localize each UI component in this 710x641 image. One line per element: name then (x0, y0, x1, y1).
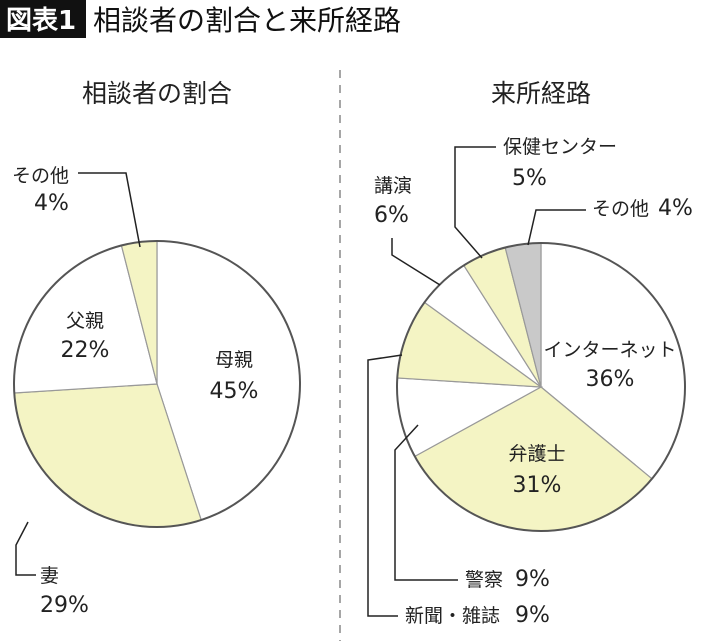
label-internet: インターネット (543, 339, 676, 361)
value-mother: 45% (210, 379, 259, 404)
leader-line-wife (15, 521, 36, 576)
value-internet: 36% (586, 367, 635, 392)
leader-line-police (394, 424, 458, 581)
label-newspaper: 新聞・雑誌 (405, 605, 500, 627)
left-chart-title: 相談者の割合 (82, 79, 232, 108)
value-wife: 29% (40, 593, 89, 618)
label-lecture: 講演 (374, 175, 412, 197)
label-left-other: その他 (12, 165, 69, 187)
value-police: 9% (515, 567, 550, 592)
right-chart-title: 来所経路 (491, 79, 591, 108)
pie-outline (396, 242, 686, 532)
left-pie (13, 240, 301, 528)
label-police: 警察 (465, 569, 503, 591)
value-father: 22% (61, 338, 110, 363)
figure-title: 相談者の割合と来所経路 (93, 4, 401, 37)
value-left-other: 4% (34, 191, 69, 216)
value-lecture: 6% (374, 203, 409, 228)
figure-tag: 図表1 (6, 6, 76, 36)
leader-line-right-other (527, 209, 586, 246)
value-right-other: 4% (658, 196, 693, 221)
label-father: 父親 (66, 310, 104, 332)
leader-line-lecture (391, 238, 441, 286)
label-mother: 母親 (215, 349, 253, 371)
right-pie (396, 242, 686, 532)
label-wife: 妻 (40, 565, 59, 587)
figure-tag-box (0, 0, 86, 38)
label-health-center: 保健センター (503, 136, 617, 158)
label-lawyer: 弁護士 (508, 443, 565, 465)
label-right-other: その他 (592, 198, 649, 220)
leader-line-newspaper (367, 354, 403, 617)
leader-line-left-other (78, 172, 141, 248)
value-newspaper: 9% (515, 603, 550, 628)
pie-outline (13, 240, 301, 528)
leader-line-health-center (454, 146, 496, 259)
value-lawyer: 31% (513, 473, 562, 498)
value-health-center: 5% (512, 166, 547, 191)
